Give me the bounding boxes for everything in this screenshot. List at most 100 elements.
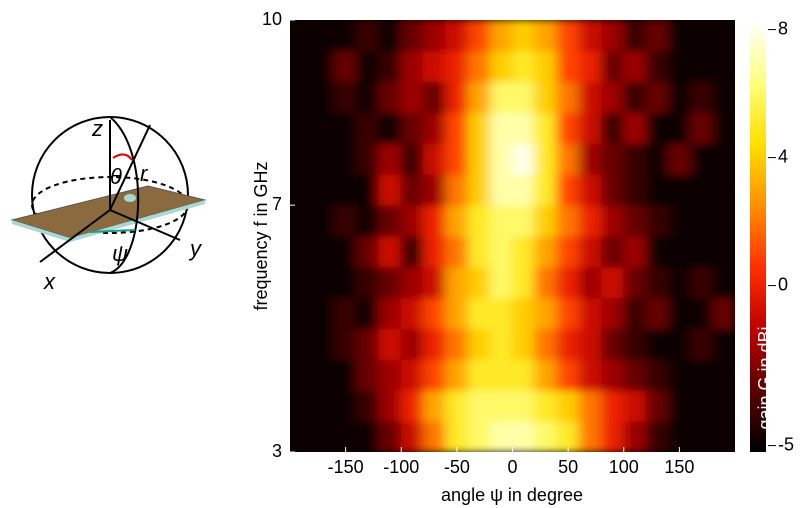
heatmap-cell [290,328,313,360]
x-tick-label: 150 [664,457,694,477]
colorbar [750,20,766,452]
heatmap-cell [311,328,335,360]
heatmap-cell [578,112,602,144]
heatmap-cells [290,20,735,452]
heatmap-cell [311,389,335,422]
heatmap-cell [601,142,625,175]
heatmap-cell [712,389,735,422]
x-tick-label: -100 [383,457,419,477]
heatmap-cell [623,297,647,330]
heatmap-cell [423,297,447,330]
heatmap-cell [690,266,714,299]
heatmap-cell [445,297,469,330]
heatmap-cell [712,142,735,175]
heatmap-cell [445,204,469,237]
heatmap-cell [400,112,424,144]
heatmap-cell [467,142,491,175]
y-axis-label: frequency f in GHz [251,161,271,310]
heatmap-cell [578,235,602,268]
heatmap-cell [356,142,380,175]
heatmap-cell [667,81,691,114]
heatmap-cell [534,328,558,360]
heatmap-cell [534,142,558,175]
heatmap-cell [467,235,491,268]
heatmap-cell [489,112,513,144]
heatmap-cell [690,112,714,144]
heatmap-cell [667,328,691,360]
heatmap-cell [556,389,580,422]
heatmap-cell [467,389,491,422]
heatmap-cell [534,112,558,144]
heatmap-cell [400,204,424,237]
heatmap-cell [712,112,735,144]
heatmap-cell [290,420,313,452]
heatmap [290,20,735,452]
heatmap-cell [445,328,469,360]
heatmap-cell [423,20,447,52]
heatmap-cell [290,204,313,237]
heatmap-cell [667,20,691,52]
heatmap-cell [690,297,714,330]
heatmap-cell [445,389,469,422]
heatmap-cell [667,50,691,83]
heatmap-cell [556,112,580,144]
heatmap-cell [290,81,313,114]
heatmap-cell [667,142,691,175]
heatmap-cell [356,328,380,360]
heatmap-cell [356,235,380,268]
heatmap-cell [556,235,580,268]
heatmap-cell [645,50,669,83]
heatmap-cell [601,266,625,299]
x-tick-label: -150 [328,457,364,477]
heatmap-cell [712,266,735,299]
heatmap-cell [512,328,536,360]
heatmap-cell [334,297,358,330]
y-tick-label: 10 [262,9,282,29]
heatmap-cell [556,266,580,299]
heatmap-cell [311,112,335,144]
heatmap-cell [623,81,647,114]
heatmap-cell [311,81,335,114]
heatmap-cell [512,112,536,144]
heatmap-cell [489,50,513,83]
heatmap-cell [423,173,447,206]
heatmap-cell [512,50,536,83]
heatmap-cell [623,50,647,83]
heatmap-cell [645,142,669,175]
heatmap-cell [623,112,647,144]
heatmap-cell [467,81,491,114]
heatmap-cell [467,204,491,237]
radius-label: r [140,161,149,186]
heatmap-cell [334,420,358,452]
heatmap-cell [311,20,335,52]
heatmap-cell [667,266,691,299]
heatmap-cell [623,235,647,268]
heatmap-cell [578,266,602,299]
heatmap-cell [556,358,580,391]
heatmap-cell [578,389,602,422]
heatmap-cell [712,358,735,391]
heatmap-cell [467,266,491,299]
heatmap-cell [423,420,447,452]
heatmap-cell [378,204,402,237]
heatmap-cell [645,204,669,237]
heatmap-cell [601,173,625,206]
heatmap-cell [489,328,513,360]
heatmap-cell [467,420,491,452]
heatmap-cell [645,297,669,330]
heatmap-cell [690,142,714,175]
colorbar-tick-label: 8 [778,18,788,38]
coordinate-diagram: z θ r y ψ x [10,116,207,294]
angle-label: θ [110,164,122,189]
heatmap-cell [601,297,625,330]
heatmap-cell [712,235,735,268]
heatmap-cell [378,358,402,391]
heatmap-cell [489,81,513,114]
heatmap-cell [356,297,380,330]
heatmap-cell [334,266,358,299]
heatmap-cell [556,173,580,206]
heatmap-cell [534,204,558,237]
heatmap-cell [690,204,714,237]
x-tick-label: 100 [609,457,639,477]
colorbar-tick-label: 0 [778,274,788,294]
